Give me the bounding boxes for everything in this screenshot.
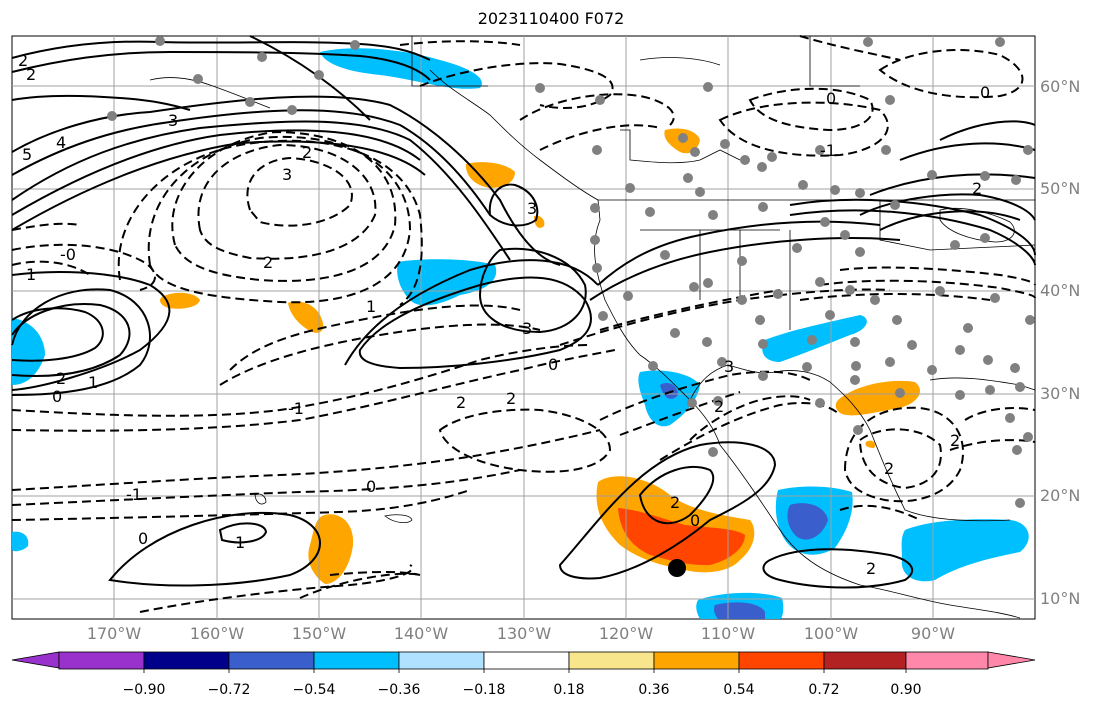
lon-label-130w: 130°W [496,624,552,643]
contour-label: 2 [18,51,28,70]
contour-label: 0 [52,387,62,406]
map-title: 2023110400 F072 [477,9,625,28]
lat-label-40n: 40°N [1040,281,1081,300]
lat-label-60n: 60°N [1040,77,1081,96]
lon-label-160w: 160°W [189,624,245,643]
colorbar-bin [905,651,989,670]
lon-label-90w: 90°W [910,624,956,643]
contour-label: 2 [972,179,982,198]
contour-label: 2 [884,459,894,478]
fill-orange-offshore-1 [465,162,515,188]
colorbar-bin [568,651,655,670]
colorbar-min-arrow [11,651,60,669]
fill-blue-hawaii-west [12,531,29,552]
contour-label: -1 [288,399,304,418]
lon-label-140w: 140°W [393,624,449,643]
contour-label: 1 [26,265,36,284]
colorbar-bin [823,651,907,670]
contour-label: 0 [826,89,836,108]
lon-label-170w: 170°W [86,624,142,643]
colorbar-bin [313,651,400,670]
colorbar-tick-label: 0.90 [890,682,922,698]
colorbar-bin [58,651,145,670]
contour-label: 0 [138,529,148,548]
contour-label: 1 [366,297,376,316]
lat-label-30n: 30°N [1040,384,1081,403]
contour-label: 3 [527,199,537,218]
lon-label-100w: 100°W [803,624,859,643]
colorbar-bin [653,651,740,670]
fill-darkblue-mexico [787,503,828,540]
contour-label: 5 [22,145,32,164]
contour-label: 2 [950,431,960,450]
contour-label: 2 [506,389,516,408]
colorbar-tick-label: −0.72 [207,682,251,698]
contour-label: 0 [690,511,700,530]
fill-red-tropical [618,508,745,566]
lon-label-110w: 110°W [700,624,756,643]
fill-orange-160w [160,292,200,309]
contour-label: 2 [456,393,466,412]
colorbar-tick-label: −0.18 [462,682,506,698]
contour-label: 3 [724,357,734,376]
contour-label: 2 [26,65,36,84]
negative-contours [11,35,1036,613]
lat-label-10n: 10°N [1040,589,1081,608]
fill-blue-west-edge [12,318,45,385]
contour-label: 1 [88,373,98,392]
contour-label: 0 [980,83,990,102]
contour-label: -1 [126,485,142,504]
colorbar-tick-label: 0.72 [808,682,840,698]
contour-label: 3 [522,319,532,338]
colorbar-tick-label: 0.18 [553,682,585,698]
contour-label: 2 [56,369,66,388]
fill-orange-150w [288,301,324,333]
coastlines [149,35,1036,619]
contour-label: 2 [302,143,312,162]
contour-label: 2 [714,397,724,416]
contour-label: 4 [56,133,66,152]
lat-label-20n: 20°N [1040,486,1081,505]
lon-label-150w: 150°W [291,624,347,643]
colorbar-tick-label: 0.36 [638,682,670,698]
contour-label: 3 [168,111,178,130]
contour-label: 2 [670,493,680,512]
contour-label: 1 [235,533,245,552]
lat-label-50n: 50°N [1040,179,1081,198]
colorbar-tick-label: −0.36 [377,682,421,698]
fill-darkblue-pacific-south [714,602,765,619]
contour-label: 0 [366,477,376,496]
colorbar-bin [398,651,485,670]
storm-center-marker [668,559,686,577]
contour-label: -1 [820,141,836,160]
colorbar-bin [738,651,825,670]
colorbar-tick-label: 0.54 [723,682,755,698]
contour-labels: 2 2 3 4 5 2 3 2 -0 1 1 -1 2 2 0 0 -1 1 0… [18,51,990,578]
contour-label: -0 [60,245,76,264]
colorbar-bin [143,651,230,670]
station-markers [107,36,1035,508]
contour-label: 0 [548,355,558,374]
colorbar-bin [228,651,315,670]
colorbar-max-arrow [987,651,1036,669]
fill-orange-hawaii-south [308,514,354,584]
fill-orange-small-gulf [865,440,876,448]
colorbar-bin [483,651,570,670]
contour-label: 2 [866,559,876,578]
contour-label: 3 [282,165,292,184]
fill-darkblue-baja [660,383,678,399]
lon-label-120w: 120°W [598,624,654,643]
colorbar [11,651,1036,673]
contour-label: 2 [263,253,273,272]
colorbar-tick-label: −0.54 [292,682,336,698]
colorbar-tick-label: −0.90 [122,682,166,698]
